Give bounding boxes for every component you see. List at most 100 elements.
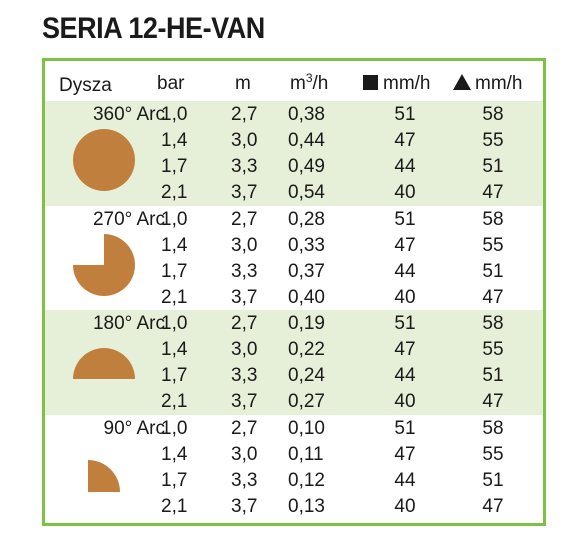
flow-value: 0,28 <box>288 208 325 230</box>
triangle-precip-value: 55 <box>482 443 504 465</box>
radius-value: 3,3 <box>231 365 258 386</box>
flow-value: 0,24 <box>288 365 325 386</box>
radius-value: 3,3 <box>231 469 258 491</box>
triangle-precip-value: 51 <box>482 260 504 282</box>
triangle-spacing-icon <box>453 74 471 90</box>
header-square-precip: mm/h <box>363 73 431 95</box>
arc-shape-fill <box>73 348 135 379</box>
pressure-value: 2,1 <box>161 391 188 412</box>
triangle-precip-value: 47 <box>482 391 504 412</box>
radius-value: 3,0 <box>231 234 258 256</box>
square-precip-value: 40 <box>394 286 416 308</box>
square-spacing-icon <box>363 75 378 90</box>
radius-value: 2,7 <box>231 104 258 125</box>
arc-label: 90° Arc <box>103 417 165 439</box>
radius-value: 2,7 <box>231 313 258 334</box>
header-flow: m3/h <box>290 71 329 94</box>
arc-label: 270° Arc <box>92 208 165 230</box>
pressure-value: 1,4 <box>161 234 188 256</box>
header-radius: m <box>235 73 251 94</box>
pressure-value: 1,4 <box>161 130 188 151</box>
triangle-precip-value: 55 <box>482 234 504 256</box>
arc-label: 180° Arc <box>92 313 165 334</box>
flow-value: 0,33 <box>288 234 325 256</box>
three-quarter-circle-icon <box>69 230 139 305</box>
square-precip-value: 47 <box>394 130 416 151</box>
flow-value: 0,49 <box>288 156 325 177</box>
flow-value: 0,40 <box>288 286 325 308</box>
pressure-value: 1,7 <box>161 469 188 491</box>
radius-value: 2,7 <box>231 417 258 439</box>
square-precip-value: 44 <box>394 365 416 386</box>
flow-value: 0,22 <box>288 339 325 360</box>
quarter-circle-icon <box>69 439 139 514</box>
radius-value: 3,7 <box>231 495 258 517</box>
square-precip-value: 47 <box>394 443 416 465</box>
arc-shape-fill <box>73 128 135 192</box>
radius-value: 3,7 <box>231 286 258 308</box>
triangle-precip-value: 55 <box>482 339 504 360</box>
header-triangle-precip: mm/h <box>453 73 523 95</box>
flow-value: 0,38 <box>288 104 325 125</box>
triangle-precip-value: 47 <box>482 286 504 308</box>
flow-value: 0,37 <box>288 260 325 282</box>
pressure-value: 1,0 <box>161 417 188 439</box>
square-precip-value: 51 <box>394 104 416 125</box>
triangle-precip-value: 58 <box>482 104 504 125</box>
triangle-precip-value: 51 <box>482 156 504 177</box>
arc-shape-fill <box>88 459 120 492</box>
pressure-value: 1,0 <box>161 313 188 334</box>
full-circle-icon <box>69 125 139 200</box>
square-precip-value: 51 <box>394 313 416 334</box>
header-pressure: bar <box>157 73 185 94</box>
pressure-value: 1,7 <box>161 365 188 386</box>
pressure-value: 2,1 <box>161 495 188 517</box>
table-header-row: Dysza bar m m3/h mm/h mm/h <box>45 61 543 101</box>
half-circle-icon <box>69 334 139 409</box>
radius-value: 3,3 <box>231 260 258 282</box>
radius-value: 3,0 <box>231 130 258 151</box>
flow-value: 0,27 <box>288 391 325 412</box>
square-precip-value: 44 <box>394 156 416 177</box>
nozzle-group-quarter-circle: 90° Arc 1,0 2,7 0,10 51 58 1,4 3,0 0,11 47 55 1,7 3,… <box>45 414 543 519</box>
pressure-value: 1,0 <box>161 208 188 230</box>
square-precip-value: 40 <box>394 391 416 412</box>
square-precip-value: 44 <box>394 469 416 491</box>
triangle-precip-value: 47 <box>482 495 504 517</box>
radius-value: 3,7 <box>231 391 258 412</box>
square-precip-value: 40 <box>394 182 416 203</box>
square-precip-value: 47 <box>394 234 416 256</box>
triangle-precip-value: 58 <box>482 208 504 230</box>
triangle-precip-value: 51 <box>482 469 504 491</box>
pressure-value: 2,1 <box>161 286 188 308</box>
triangle-precip-value: 55 <box>482 130 504 151</box>
pressure-value: 1,7 <box>161 260 188 282</box>
square-precip-value: 51 <box>394 417 416 439</box>
flow-value: 0,13 <box>288 495 325 517</box>
pressure-value: 2,1 <box>161 182 188 203</box>
pressure-value: 1,0 <box>161 104 188 125</box>
radius-value: 3,0 <box>231 443 258 465</box>
arc-shape-fill <box>73 233 135 296</box>
nozzle-table: Dysza bar m m3/h mm/h mm/h 360° Arc 1,0 2,… <box>42 58 546 526</box>
square-precip-value: 40 <box>394 495 416 517</box>
triangle-precip-value: 51 <box>482 365 504 386</box>
radius-value: 3,0 <box>231 339 258 360</box>
nozzle-group-half-circle: 180° Arc 1,0 2,7 0,19 51 58 1,4 3,0 0,22 47 55 1,7 3… <box>45 310 543 415</box>
triangle-precip-value: 58 <box>482 417 504 439</box>
nozzle-group-three-quarter-circle: 270° Arc 1,0 2,7 0,28 51 58 1,4 3,0 0,33 47 55 1,7 3… <box>45 205 543 310</box>
flow-value: 0,19 <box>288 313 325 334</box>
arc-label: 360° Arc <box>92 104 165 125</box>
pressure-value: 1,4 <box>161 443 188 465</box>
pressure-value: 1,4 <box>161 339 188 360</box>
square-precip-value: 44 <box>394 260 416 282</box>
page-title: SERIA 12-HE-VAN <box>42 12 265 45</box>
radius-value: 3,7 <box>231 182 258 203</box>
header-nozzle: Dysza <box>59 75 112 96</box>
flow-value: 0,11 <box>288 443 324 465</box>
pressure-value: 1,7 <box>161 156 188 177</box>
triangle-precip-value: 58 <box>482 313 504 334</box>
flow-value: 0,54 <box>288 182 325 203</box>
radius-value: 3,3 <box>231 156 258 177</box>
square-precip-value: 51 <box>394 208 416 230</box>
